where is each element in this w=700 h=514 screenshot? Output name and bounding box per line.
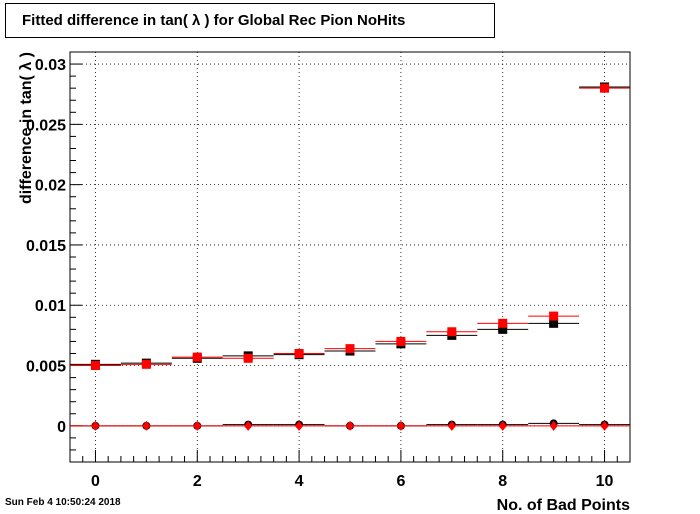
data-point — [498, 420, 507, 431]
data-point — [91, 420, 100, 431]
x-tick-label: 10 — [596, 473, 614, 490]
series-1 — [70, 83, 630, 371]
tick-labels: 0 2 4 6 8 10 0 0.005 0.01 0.015 0.02 0.025 0.03 — [26, 57, 614, 490]
timestamp: Sun Feb 4 10:50:24 2018 — [5, 497, 121, 508]
data-point — [549, 311, 559, 321]
y-tick-label: 0.005 — [26, 359, 66, 376]
x-tick-label: 6 — [396, 473, 405, 490]
data-point — [600, 420, 609, 431]
chart-title: Fitted difference in tan( λ ) for Global… — [22, 12, 406, 29]
data-point — [346, 420, 354, 431]
y-axis-title: difference in tan( λ ) — [18, 52, 35, 204]
data-point — [447, 420, 456, 431]
chart-title-box: Fitted difference in tan( λ ) for Global… — [5, 3, 495, 38]
data-point — [600, 83, 610, 93]
data-point — [243, 353, 253, 363]
y-tick-label: 0.02 — [35, 178, 66, 195]
data-point — [447, 327, 457, 337]
data-point — [549, 318, 559, 328]
y-tick-label: 0.01 — [35, 298, 66, 315]
data-point — [142, 420, 151, 431]
y-tick-label: 0 — [57, 419, 66, 436]
data-point — [498, 324, 508, 334]
data-point — [141, 359, 151, 369]
y-tick-label: 0.025 — [26, 117, 66, 134]
x-tick-label: 4 — [295, 473, 304, 490]
data-marks — [70, 82, 630, 431]
data-point — [193, 420, 202, 431]
data-point — [498, 318, 508, 328]
axis-ticks — [69, 51, 631, 463]
grid-lines — [70, 52, 630, 462]
y-tick-label: 0.015 — [26, 238, 66, 255]
series-3 — [70, 420, 630, 431]
data-point — [295, 420, 304, 431]
series-0 — [70, 82, 630, 369]
x-tick-label: 0 — [91, 473, 100, 490]
data-point — [345, 344, 355, 354]
data-point — [549, 420, 558, 431]
data-point — [192, 352, 202, 362]
data-point — [294, 348, 304, 358]
x-axis-title: No. of Bad Points — [497, 497, 630, 514]
x-tick-label: 2 — [193, 473, 202, 490]
data-point — [90, 361, 100, 371]
data-point — [396, 336, 406, 346]
x-tick-label: 8 — [498, 473, 507, 490]
data-point — [396, 420, 405, 431]
y-tick-label: 0.03 — [35, 57, 66, 74]
data-point — [244, 420, 253, 431]
plot-frame — [69, 51, 631, 463]
